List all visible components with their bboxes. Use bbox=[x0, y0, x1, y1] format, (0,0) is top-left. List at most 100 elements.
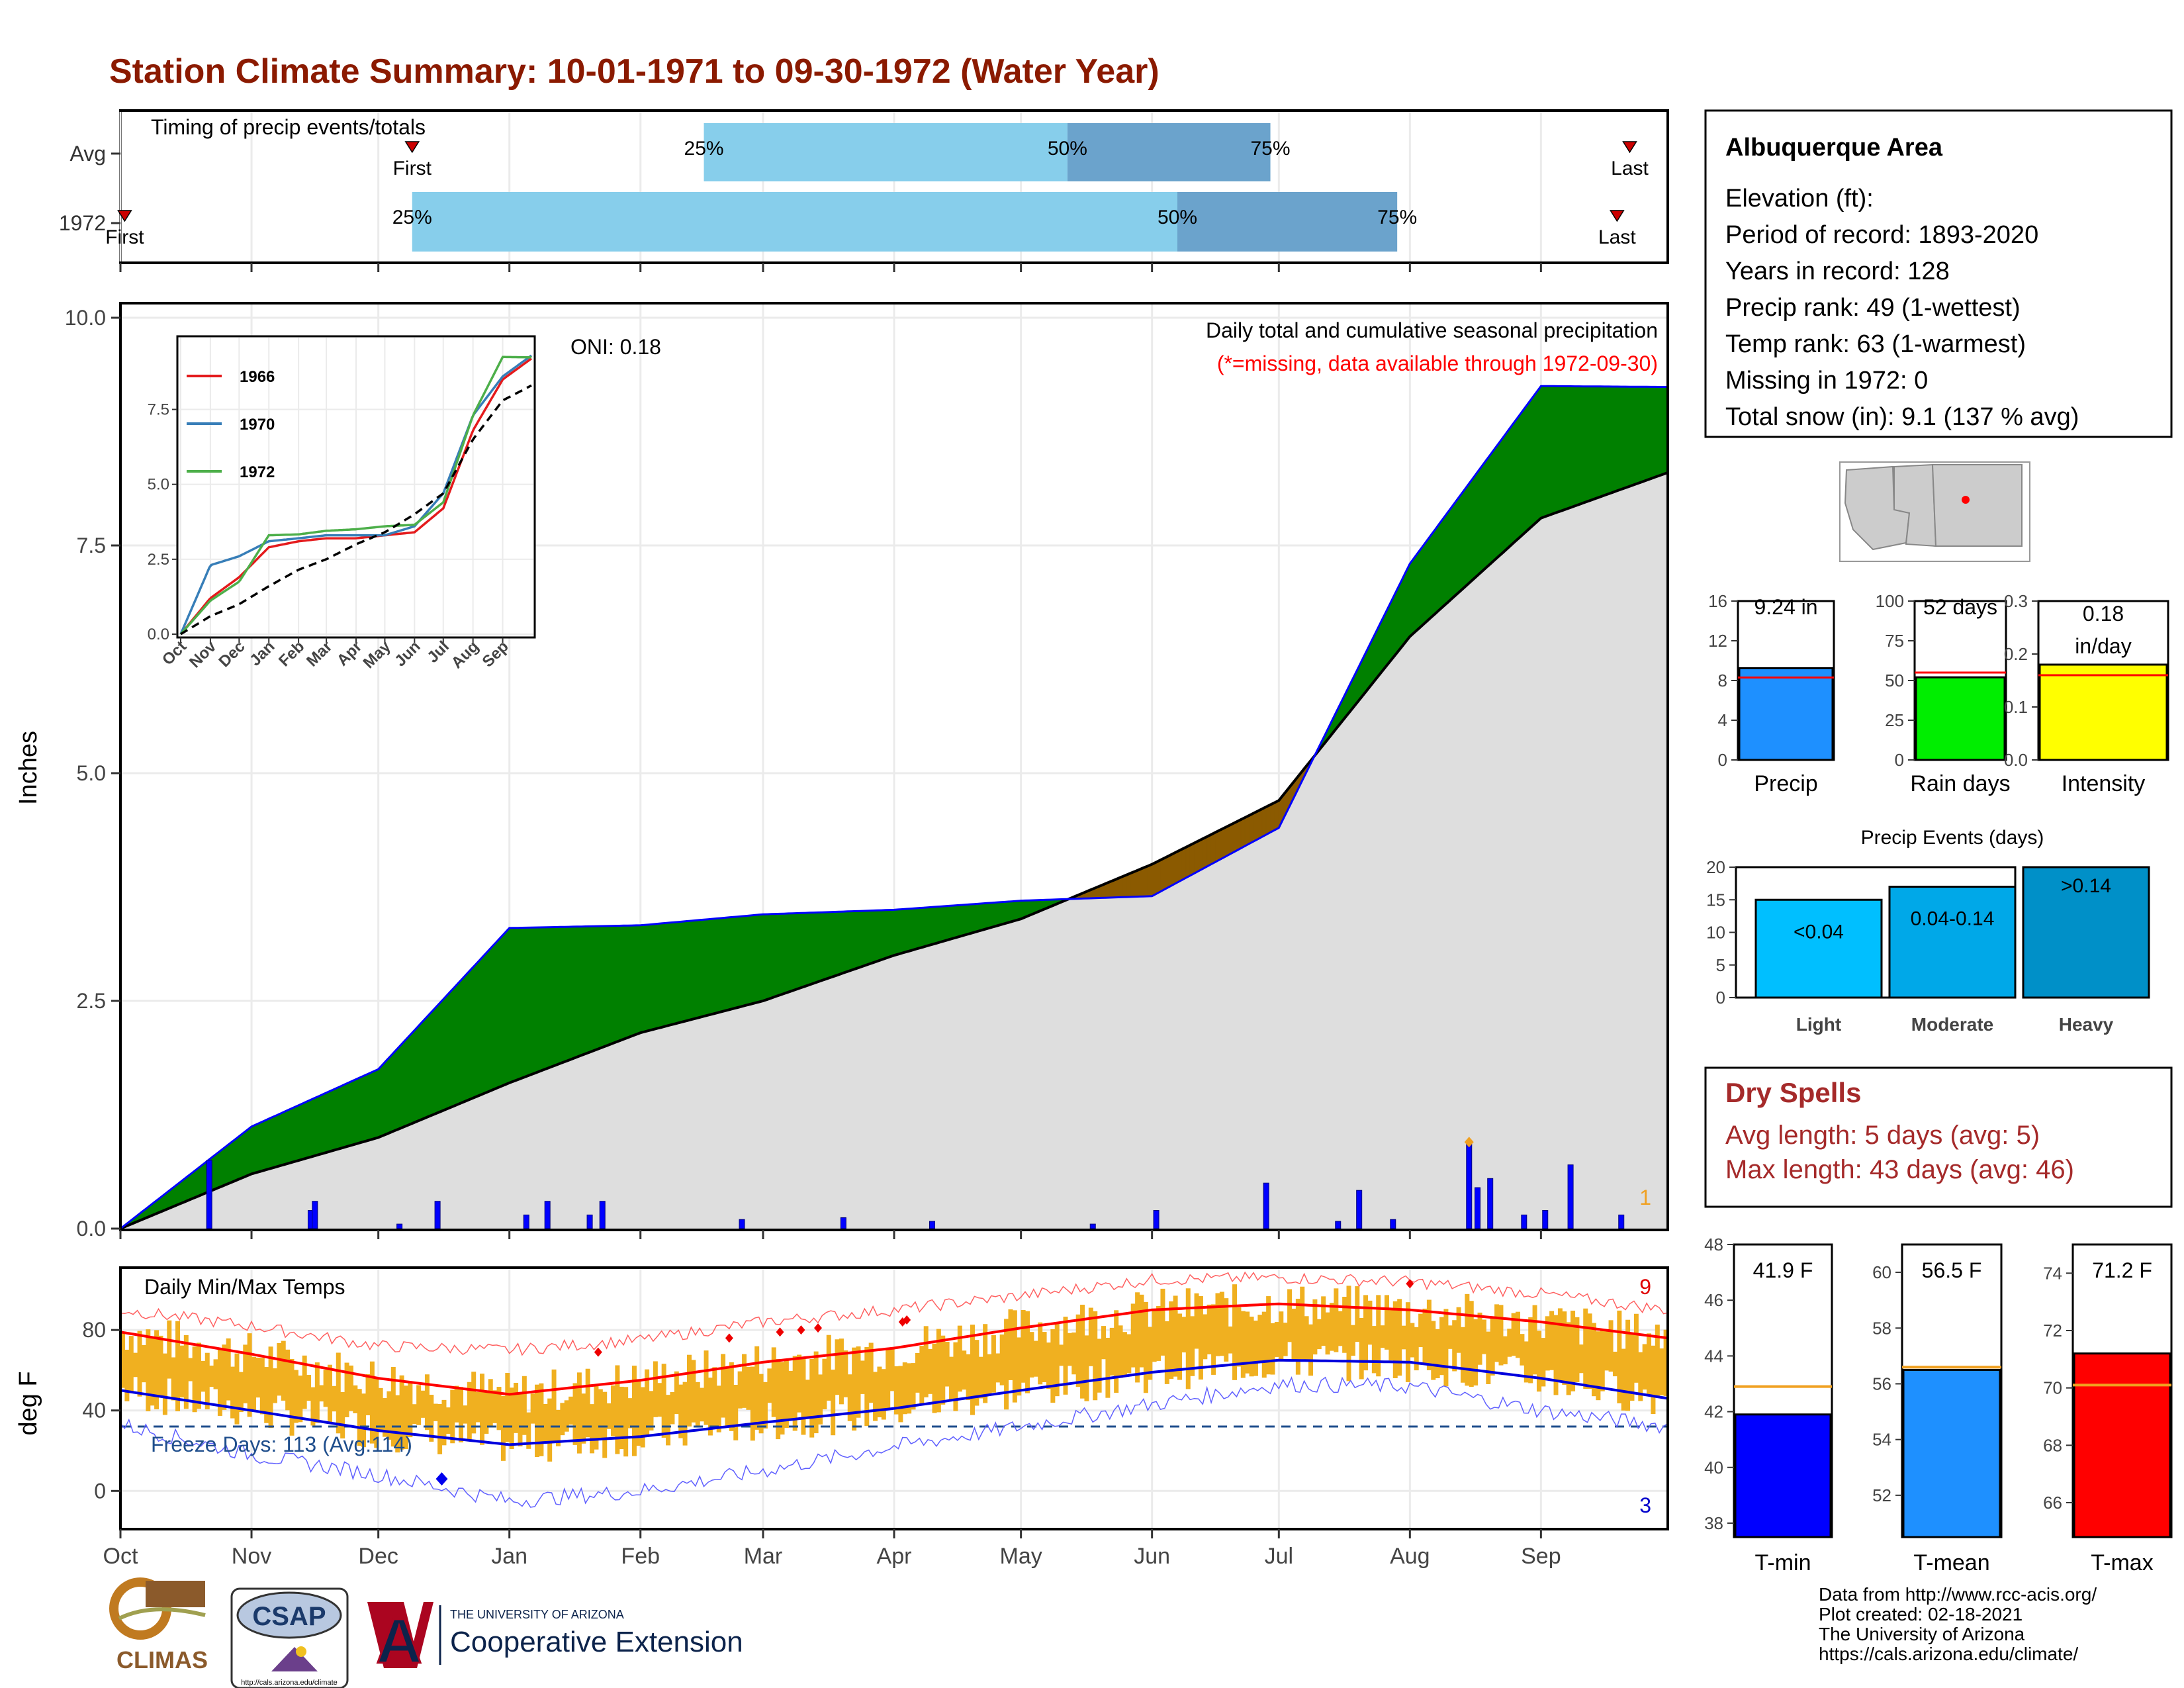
daily-temp-bar bbox=[1553, 1315, 1559, 1395]
precip-difference-segment bbox=[1160, 857, 1165, 892]
precip-difference-segment bbox=[711, 918, 717, 1015]
precip-difference-segment bbox=[1447, 505, 1453, 603]
info-line: Period of record: 1893-2020 bbox=[1725, 221, 2038, 249]
daily-temp-bar bbox=[387, 1391, 392, 1440]
precip-difference-segment bbox=[948, 905, 954, 940]
daily-temp-bar bbox=[944, 1342, 950, 1387]
precip-difference-segment bbox=[1498, 436, 1504, 557]
precip-difference-segment bbox=[961, 904, 966, 937]
daily-precip-bar bbox=[1390, 1219, 1396, 1229]
info-line: Missing in 1972: 0 bbox=[1725, 367, 1928, 395]
precip-difference-segment bbox=[741, 915, 747, 1007]
precip-difference-segment bbox=[1392, 588, 1398, 659]
precip-difference-segment bbox=[1616, 386, 1622, 492]
precip-difference-segment bbox=[437, 1000, 442, 1113]
precip-difference-segment bbox=[619, 925, 624, 1041]
daily-temp-bar bbox=[314, 1362, 320, 1423]
daily-temp-bar bbox=[602, 1391, 608, 1458]
record-high-marker-icon bbox=[776, 1327, 784, 1337]
daily-temp-bar bbox=[801, 1358, 806, 1435]
precip-difference-segment bbox=[606, 925, 612, 1047]
daily-temp-bar bbox=[1050, 1329, 1056, 1403]
daily-temp-bar bbox=[1418, 1313, 1424, 1347]
precip-difference-segment bbox=[1456, 494, 1461, 596]
daily-temp-bar bbox=[611, 1385, 615, 1436]
daily-temp-bar bbox=[479, 1374, 484, 1445]
daily-temp-bar bbox=[911, 1363, 916, 1410]
daily-temp-bar bbox=[518, 1393, 523, 1447]
daily-temp-bar bbox=[1245, 1311, 1250, 1374]
precip-difference-segment bbox=[1215, 829, 1220, 863]
daily-temp-bar bbox=[1473, 1319, 1479, 1385]
daily-temp-bar bbox=[526, 1412, 531, 1449]
precip-difference-segment bbox=[344, 1082, 349, 1148]
precip-difference-segment bbox=[754, 914, 759, 1004]
month-label: Feb bbox=[621, 1544, 660, 1569]
daily-temp-bar bbox=[674, 1371, 679, 1415]
daily-temp-bar bbox=[928, 1348, 933, 1394]
footer-line: https://cals.arizona.edu/climate/ bbox=[1819, 1644, 2078, 1664]
record-high-marker-icon bbox=[725, 1333, 733, 1343]
daily-temp-bar bbox=[1524, 1341, 1529, 1383]
daily-temp-bar bbox=[1109, 1327, 1115, 1376]
info-line: Elevation (ft): bbox=[1725, 185, 1874, 212]
legend-label: 1970 bbox=[240, 416, 275, 434]
summary-bar bbox=[1738, 667, 1834, 761]
daily-temp-bar bbox=[1376, 1295, 1381, 1377]
daily-temp-bar bbox=[868, 1342, 874, 1403]
csap-logo-text: CSAP bbox=[252, 1602, 326, 1631]
daily-temp-bar bbox=[336, 1352, 341, 1434]
precip-difference-segment bbox=[762, 914, 768, 1002]
precip-difference-segment bbox=[1122, 874, 1127, 898]
precip-difference-segment bbox=[1511, 419, 1516, 546]
precip-difference-segment bbox=[1206, 834, 1212, 867]
daily-temp-bar bbox=[1578, 1344, 1584, 1374]
precip-difference-segment bbox=[889, 909, 895, 957]
precip-difference-segment bbox=[856, 910, 861, 969]
precip-difference-segment bbox=[382, 1059, 387, 1137]
precip-difference-segment bbox=[695, 919, 700, 1019]
daily-temp-bar bbox=[1203, 1314, 1208, 1360]
daily-temp-bar bbox=[365, 1374, 371, 1415]
daily-temp-bar bbox=[293, 1370, 298, 1423]
daily-temp-bar bbox=[1647, 1333, 1652, 1396]
daily-temp-bar bbox=[1541, 1338, 1546, 1387]
daily-temp-bar bbox=[915, 1353, 920, 1393]
precip-difference-segment bbox=[822, 912, 827, 981]
daily-temp-bar bbox=[902, 1362, 907, 1415]
precip-difference-segment bbox=[221, 1145, 227, 1187]
precip-difference-segment bbox=[737, 915, 743, 1008]
precip-difference-segment bbox=[327, 1090, 332, 1152]
month-label: Jul bbox=[1265, 1544, 1293, 1569]
daily-precip-bar bbox=[929, 1221, 935, 1229]
precip-difference-segment bbox=[1232, 821, 1237, 854]
precip-difference-segment bbox=[1621, 386, 1626, 490]
precip-difference-segment bbox=[500, 931, 506, 1087]
precip-difference-segment bbox=[665, 922, 670, 1027]
precip-difference-segment bbox=[445, 991, 451, 1110]
daily-temp-bar bbox=[162, 1353, 167, 1415]
daily-temp-bar bbox=[805, 1380, 810, 1419]
precip-difference-segment bbox=[614, 925, 620, 1043]
precip-difference-segment bbox=[835, 911, 840, 976]
daily-temp-bar bbox=[661, 1364, 666, 1438]
daily-temp-bar bbox=[809, 1359, 815, 1438]
precip-difference-segment bbox=[1625, 386, 1630, 489]
precip-difference-segment bbox=[518, 927, 523, 1080]
precip-difference-segment bbox=[449, 986, 455, 1108]
daily-precip-bar bbox=[1356, 1190, 1363, 1229]
daily-temp-bar bbox=[1621, 1348, 1626, 1411]
daily-temp-bar bbox=[788, 1370, 794, 1419]
precip-difference-segment bbox=[1574, 386, 1580, 506]
event-category: Heavy bbox=[2059, 1014, 2114, 1035]
timing-label: Timing of precip events/totals bbox=[151, 115, 426, 139]
timing-p75: 75% bbox=[1251, 138, 1291, 160]
month-label: Sep bbox=[1521, 1544, 1561, 1569]
daily-temp-bar bbox=[217, 1349, 222, 1416]
precip-difference-segment bbox=[877, 910, 882, 962]
daily-temp-bar bbox=[226, 1338, 231, 1401]
timing-first: First bbox=[393, 158, 432, 179]
precip-difference-segment bbox=[1469, 477, 1474, 584]
summary-value: 52 days bbox=[1923, 595, 1997, 619]
daily-temp-bar bbox=[1291, 1308, 1297, 1360]
